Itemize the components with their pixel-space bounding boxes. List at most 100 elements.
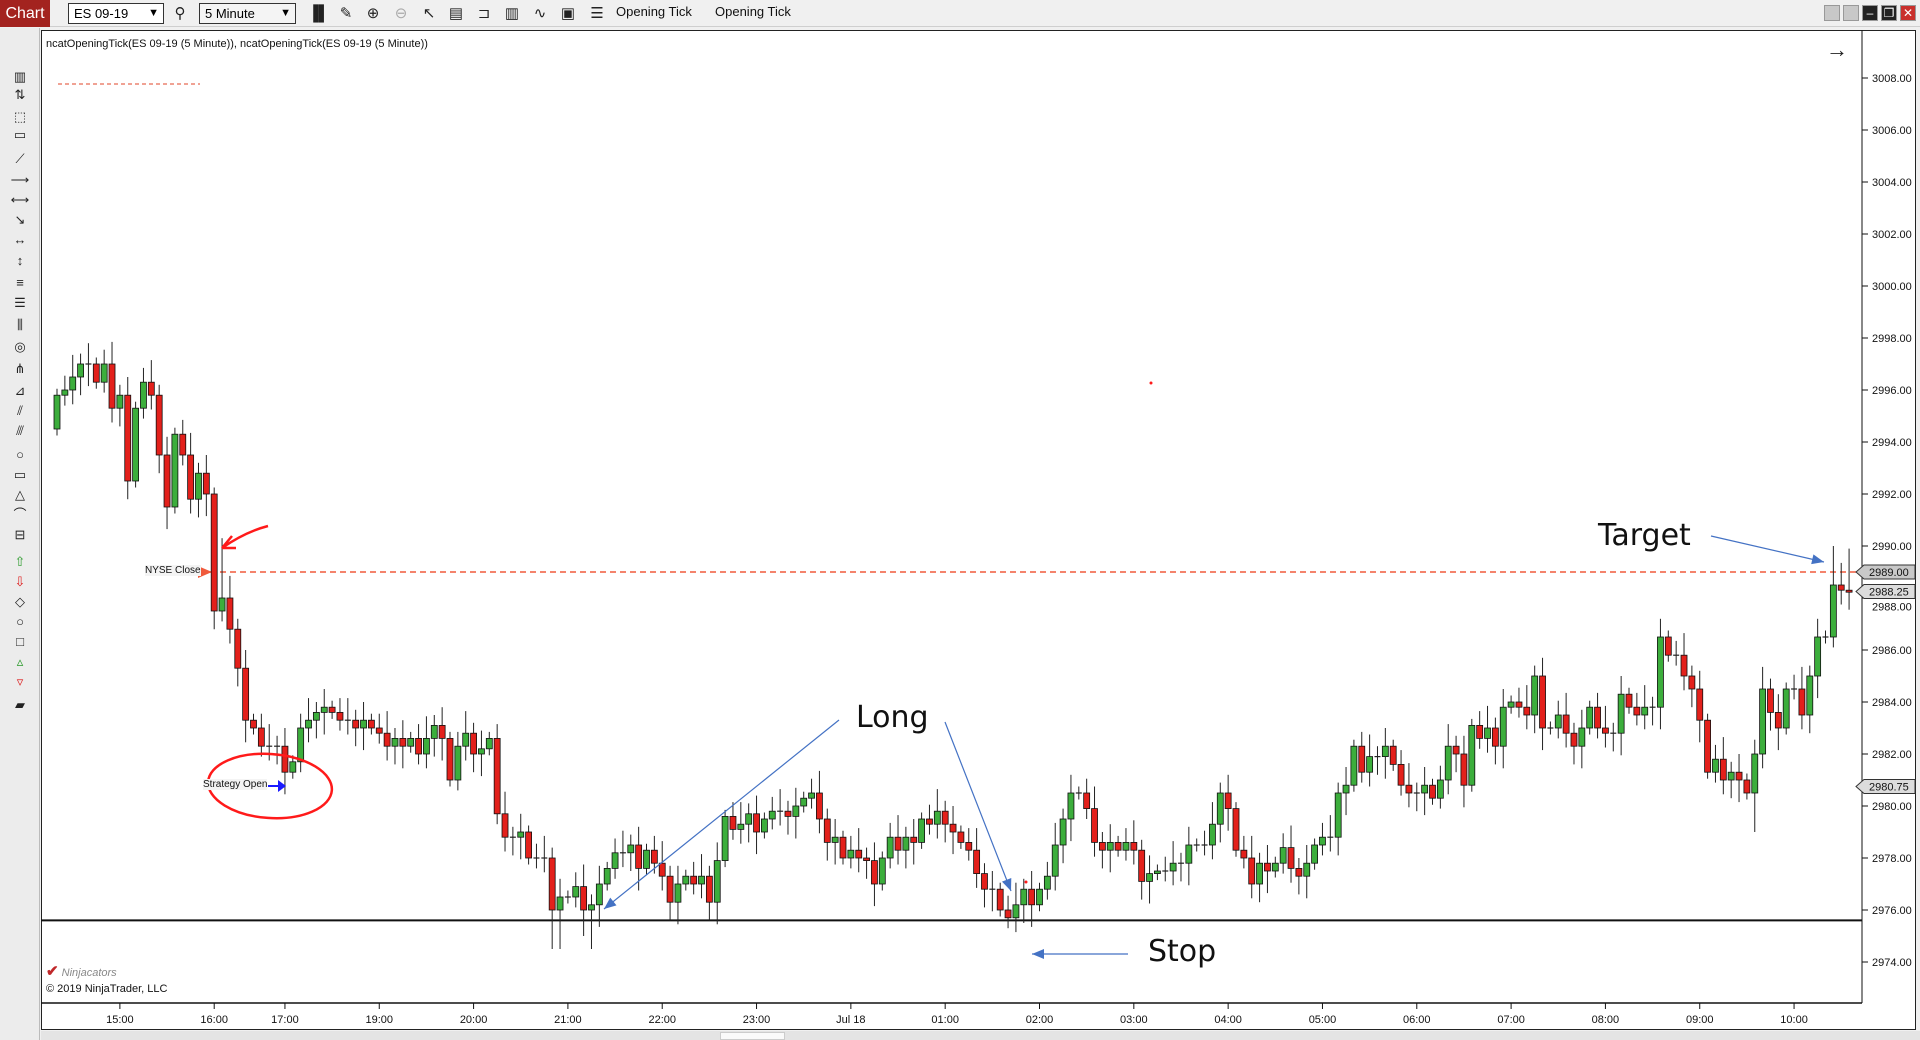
ellipse-icon[interactable]: ○ bbox=[16, 447, 24, 462]
candle bbox=[454, 731, 462, 791]
candle bbox=[312, 702, 320, 739]
arrow-line-icon[interactable]: ↘ bbox=[14, 212, 26, 227]
risk-reward-icon[interactable]: ⇅ bbox=[14, 87, 26, 102]
candle-body bbox=[682, 875, 690, 885]
tile-icon[interactable] bbox=[1843, 5, 1859, 21]
region-highlight-icon[interactable]: ▭ bbox=[13, 127, 27, 142]
trend-channel-icon[interactable]: ⫻ bbox=[16, 423, 24, 438]
bar-type-icon[interactable]: ▐▌ bbox=[308, 5, 330, 22]
close-icon[interactable]: ✕ bbox=[1900, 5, 1916, 21]
horizontal-line-icon[interactable]: ↔ bbox=[13, 232, 27, 247]
vertical-line-icon[interactable]: ↕ bbox=[16, 253, 24, 268]
candle bbox=[124, 377, 132, 500]
strategy-label[interactable]: Opening Tick bbox=[715, 4, 791, 19]
gann-fan-icon[interactable]: ⊿ bbox=[14, 383, 26, 398]
candle-body bbox=[1405, 784, 1413, 794]
minimize-icon[interactable]: – bbox=[1862, 5, 1878, 21]
restore-icon[interactable]: ❐ bbox=[1881, 5, 1897, 21]
strategy-label[interactable]: Opening Tick bbox=[616, 4, 692, 19]
andrews-pitchfork-icon[interactable]: ⋔ bbox=[14, 361, 26, 376]
candle-body bbox=[918, 818, 925, 843]
candle bbox=[1264, 845, 1271, 894]
dot-icon[interactable]: ○ bbox=[16, 614, 24, 629]
pointer-icon[interactable]: ↖ bbox=[422, 5, 436, 22]
candle bbox=[541, 835, 548, 873]
horizontal-scrollbar[interactable] bbox=[41, 1031, 1920, 1040]
strategies-icon[interactable]: ▣ bbox=[560, 5, 576, 22]
candle bbox=[1712, 744, 1719, 783]
candle bbox=[1547, 721, 1554, 735]
fib-extension-icon[interactable]: ☰ bbox=[14, 295, 26, 310]
candle-body bbox=[910, 836, 918, 843]
zoom-in-icon[interactable]: ⊕ bbox=[366, 5, 380, 22]
trash-icon[interactable]: ▰ bbox=[15, 697, 25, 712]
candle-body bbox=[721, 816, 729, 862]
properties-icon[interactable]: ⊐ bbox=[477, 5, 491, 22]
list-icon[interactable]: ☰ bbox=[590, 5, 604, 22]
arrow-down-icon[interactable]: ⇩ bbox=[14, 574, 26, 589]
triangle-icon[interactable]: △ bbox=[15, 487, 25, 502]
zoom-out-icon[interactable]: ⊖ bbox=[394, 5, 408, 22]
data-box-icon[interactable]: ▤ bbox=[448, 5, 464, 22]
candle bbox=[863, 847, 870, 879]
candle bbox=[195, 462, 202, 518]
diamond-icon[interactable]: ◇ bbox=[15, 594, 25, 609]
candle bbox=[981, 863, 988, 908]
region-icon[interactable]: ⬚ bbox=[13, 109, 27, 124]
candle bbox=[1075, 786, 1082, 800]
candle-body bbox=[218, 597, 226, 612]
candle bbox=[1610, 722, 1617, 752]
line-icon[interactable]: ⟋ bbox=[15, 151, 25, 166]
candle bbox=[1499, 689, 1507, 769]
candle-body bbox=[902, 836, 910, 851]
search-icon[interactable]: ⚲ bbox=[174, 5, 186, 22]
chart-tab[interactable]: Chart bbox=[0, 0, 50, 27]
ruler-icon[interactable]: ▥ bbox=[13, 69, 27, 84]
scrollbar-thumb[interactable] bbox=[720, 1032, 785, 1040]
time-tick-label: 16:00 bbox=[200, 1014, 228, 1026]
candle bbox=[996, 882, 1004, 917]
triangle-down-icon[interactable]: ▿ bbox=[16, 674, 24, 689]
rectangle-icon[interactable]: ▭ bbox=[13, 467, 27, 482]
candle-body bbox=[1185, 844, 1193, 864]
regression-channel-icon[interactable]: ⫽ bbox=[17, 403, 23, 418]
candle-body bbox=[1586, 706, 1594, 729]
ray-icon[interactable]: ⟶ bbox=[10, 172, 30, 187]
chart-style-icon[interactable]: ▥ bbox=[504, 5, 520, 22]
triangle-up-icon[interactable]: ▵ bbox=[16, 654, 24, 669]
candle-body bbox=[926, 818, 933, 825]
fib-retracement-icon[interactable]: ≡ bbox=[16, 275, 24, 290]
arc-icon[interactable]: ⌒ bbox=[13, 507, 27, 522]
extended-line-icon[interactable]: ⟷ bbox=[10, 192, 30, 207]
instrument-select[interactable]: ES 09-19 ▼ bbox=[68, 3, 164, 24]
candle bbox=[1719, 737, 1727, 795]
candle bbox=[816, 770, 823, 834]
candle bbox=[360, 702, 367, 751]
candle-body bbox=[1154, 870, 1161, 874]
candle bbox=[1617, 676, 1625, 756]
candle bbox=[682, 869, 690, 891]
interval-select[interactable]: 5 Minute ▼ bbox=[199, 3, 296, 24]
tile-icon[interactable] bbox=[1824, 5, 1840, 21]
fib-time-icon[interactable]: ⫼ bbox=[17, 317, 23, 332]
text-icon[interactable]: ⊟ bbox=[14, 527, 26, 542]
price-tick-label: 3002.00 bbox=[1872, 229, 1912, 241]
indicators-icon[interactable]: ∿ bbox=[533, 5, 547, 22]
arrow-up-icon[interactable]: ⇧ bbox=[14, 554, 26, 569]
fib-circle-icon[interactable]: ◎ bbox=[14, 339, 26, 354]
time-tick-label: 04:00 bbox=[1214, 1014, 1242, 1026]
candle bbox=[1641, 685, 1649, 730]
ninjacators-logo: ✔ Ninjacators bbox=[46, 963, 117, 980]
pencil-icon[interactable]: ✎ bbox=[339, 5, 353, 22]
candle bbox=[1759, 666, 1767, 769]
strategy-open-arrow-icon bbox=[278, 780, 286, 792]
candle-body bbox=[1657, 636, 1664, 708]
arrow-right-icon[interactable]: → bbox=[1826, 37, 1848, 62]
square-icon[interactable]: □ bbox=[16, 634, 24, 649]
candle-body bbox=[1641, 706, 1649, 716]
candle bbox=[328, 700, 336, 719]
time-tick-label: 19:00 bbox=[365, 1014, 393, 1026]
candle bbox=[234, 618, 242, 687]
price-tick-label: 2978.00 bbox=[1872, 853, 1912, 865]
